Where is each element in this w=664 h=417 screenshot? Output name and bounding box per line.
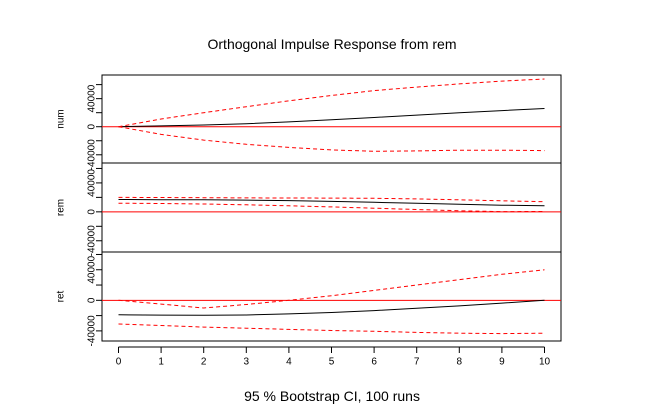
y-tick-label: 40000 xyxy=(87,84,98,112)
panel-label-ret: ret xyxy=(56,290,67,302)
series-num-ci-upper xyxy=(118,78,545,128)
y-tick-label: 0 xyxy=(87,209,98,215)
series-ret-ci-lower xyxy=(118,323,545,335)
y-tick-label: 40000 xyxy=(87,255,98,283)
series-rem-ci-upper xyxy=(118,196,545,203)
y-tick-label: -40000 xyxy=(87,139,98,171)
chart-title: Orthogonal Impulse Response from rem xyxy=(208,36,457,52)
x-tick-label: 6 xyxy=(371,357,377,368)
x-tick-label: 5 xyxy=(329,357,335,368)
y-tick-label: -40000 xyxy=(87,225,98,257)
series-rem-ci-lower xyxy=(118,202,545,213)
x-tick-label: 4 xyxy=(286,357,292,368)
x-axis: 0 1 2 3 4 5 6 7 8 9 10 xyxy=(116,346,551,368)
x-tick-label: 0 xyxy=(116,357,122,368)
y-tick-label: 0 xyxy=(87,297,98,303)
panel-rem: -40000 0 40000 rem xyxy=(56,162,562,257)
panel-ret: -40000 0 40000 ret xyxy=(56,251,562,347)
x-tick-label: 7 xyxy=(414,357,420,368)
x-tick-label: 2 xyxy=(201,357,207,368)
panel-frame xyxy=(101,162,562,253)
y-tick-label: 0 xyxy=(87,124,98,130)
x-tick-label: 9 xyxy=(499,357,505,368)
panel-frame xyxy=(101,74,562,164)
series-num-response xyxy=(118,108,545,128)
panel-label-rem: rem xyxy=(56,199,67,216)
plot-area: -40000 0 40000 num -40000 0 40000 rem -40000 0 400… xyxy=(56,74,562,347)
series-num-ci-lower xyxy=(118,126,545,152)
panel-frame xyxy=(101,251,562,342)
x-tick-label: 1 xyxy=(158,357,164,368)
x-tick-label: 3 xyxy=(244,357,250,368)
series-ret-response xyxy=(118,299,545,316)
x-tick-label: 8 xyxy=(457,357,463,368)
series-rem-response xyxy=(118,199,545,207)
panel-num: -40000 0 40000 num xyxy=(56,74,562,171)
series-ret-ci-upper xyxy=(118,269,545,309)
x-tick-label: 10 xyxy=(539,357,551,368)
y-tick-label: 40000 xyxy=(87,169,98,197)
y-tick-label: -40000 xyxy=(87,315,98,347)
panel-label-num: num xyxy=(56,109,67,128)
chart-footer: 95 % Bootstrap CI, 100 runs xyxy=(244,388,420,404)
